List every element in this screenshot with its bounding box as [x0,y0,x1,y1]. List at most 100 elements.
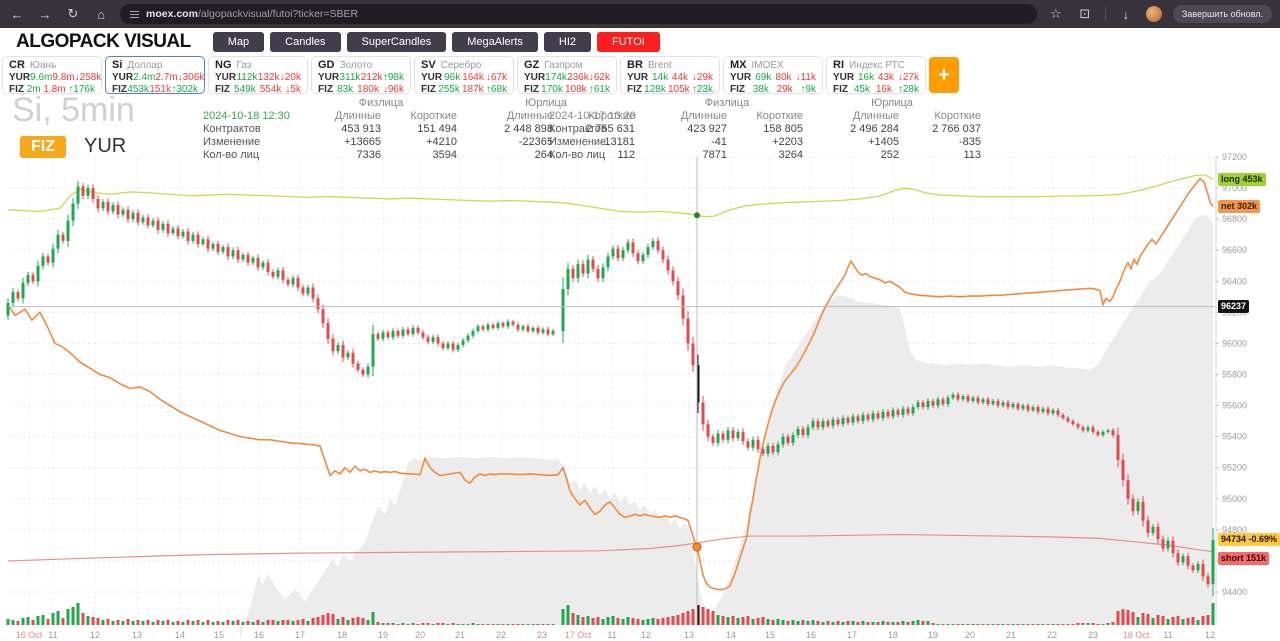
bookmark-star-icon[interactable]: ☆ [1050,6,1062,21]
back-icon[interactable]: ← [10,6,24,22]
svg-text:97000: 97000 [1222,183,1247,193]
ticker-code: BR [627,59,643,71]
ticker-code: SV [421,59,436,71]
nav-button-futoi[interactable]: FUTOI [597,31,660,52]
svg-text:11: 11 [1163,630,1172,640]
ticker-name: Юань [29,60,57,71]
ticker-card-mx[interactable]: MX IMOEX YUR 69k 80k ↓11k FIZ 38k 29k ↑9k [723,56,823,95]
chart-title: Si, 5min [12,91,135,129]
svg-text:12: 12 [1205,630,1215,640]
nav-button-hi2[interactable]: HI2 [543,31,592,52]
svg-text:14: 14 [726,630,736,640]
browser-toolbar: ← → ↻ ⌂ moex.com/algopackvisual/futoi?ti… [0,0,1280,28]
svg-text:22: 22 [496,630,506,640]
ticker-card-sv[interactable]: SV Серебро YUR 96k 164k ↓67k FIZ 255k 187k ↑68k [414,56,514,95]
positions-table-crosshair: Физлица Юрлица 2024-10-17 13:20 Длинные Коро… [549,97,981,161]
ticker-code: Si [112,59,123,71]
ticker-card-ri[interactable]: RI Индекс РТС YUR 16k 43k ↓27k FIZ 45k 16k ↑28k [826,56,926,95]
svg-text:18: 18 [337,630,347,640]
svg-text:95400: 95400 [1222,432,1247,442]
svg-text:22: 22 [1047,630,1057,640]
svg-text:20: 20 [415,630,425,640]
ticker-card-gz[interactable]: GZ Газпром YUR 174k 236k ↓62k FIZ 170k 108k ↑61k [517,56,617,95]
ticker-name: Brent [647,60,672,71]
site-info-icon[interactable] [130,10,139,18]
svg-text:17 Oct: 17 Oct [565,630,592,640]
chart-panel: 9440094600948009500095200954009560095800… [0,91,1280,641]
ticker-code: NG [215,59,232,71]
svg-text:96400: 96400 [1222,276,1247,286]
svg-text:15: 15 [214,630,224,640]
svg-text:96600: 96600 [1222,245,1247,255]
download-icon[interactable]: ↓ [1122,6,1130,22]
ticker-card-ng[interactable]: NG Газ YUR 112k 132k ↓20k FIZ 549k 554k ↓5k [208,56,308,95]
finish-update-button[interactable]: Завершить обновл. [1172,5,1272,23]
add-ticker-button[interactable]: + [929,57,959,93]
svg-text:96000: 96000 [1222,338,1247,348]
futoi-chart-canvas[interactable]: 9440094600948009500095200954009560095800… [0,95,1280,641]
ticker-card-si[interactable]: Si Доллар YUR 2.4m 2.7m ↓306k FIZ 453k 151k ↑302k [105,56,205,95]
svg-text:20: 20 [965,630,975,640]
svg-text:11: 11 [48,630,57,640]
nav-buttons: Map Candles SuperCandles MegaAlerts HI2 FUTOI [212,31,660,52]
toolbar-divider [1104,7,1106,21]
extensions-icon[interactable]: ⊡ [1079,6,1091,21]
nav-button-map[interactable]: Map [212,31,265,52]
long-tag: long 453k [1218,172,1266,186]
app-header: ALGOPACK VISUAL Map Candles SuperCandles Me… [0,28,1280,55]
svg-text:97200: 97200 [1222,152,1247,162]
svg-text:16 Oct: 16 Oct [16,630,43,640]
svg-text:95200: 95200 [1222,463,1247,473]
ticker-name: Золото [339,60,373,71]
ticker-card-gd[interactable]: GD Золото YUR 311k 212k ↑98k FIZ 83k 180k ↓96k [311,56,411,95]
ticker-card-br[interactable]: BR Brent YUR 14k 44k ↓29k FIZ 128k 105k ↑23k [620,56,720,95]
ticker-code: RI [833,59,844,71]
svg-text:12: 12 [641,630,651,640]
ticker-name: IMOEX [751,60,784,71]
address-bar[interactable]: moex.com/algopackvisual/futoi?ticker=SBE… [120,4,1037,24]
svg-text:17: 17 [847,630,857,640]
toggle-fiz[interactable]: FIZ [20,135,66,158]
ticker-code: MX [730,59,747,71]
ticker-name: Серебро [440,60,482,71]
svg-text:18: 18 [888,630,898,640]
app-logo: ALGOPACK VISUAL [16,30,191,52]
svg-text:23: 23 [1088,630,1098,640]
svg-text:16: 16 [254,630,264,640]
ticker-code: GD [318,59,335,71]
nav-button-megaalerts[interactable]: MegaAlerts [452,31,538,52]
svg-text:94800: 94800 [1222,525,1247,535]
reload-icon[interactable]: ↻ [67,6,79,21]
svg-text:18 Oct: 18 Oct [1123,630,1150,640]
profile-avatar[interactable] [1145,6,1162,22]
entity-toggles: FIZ YUR [20,135,126,158]
svg-text:95000: 95000 [1222,494,1247,504]
positions-table-current: Физлица Юрлица 2024-10-18 12:30 Длинные Коро… [203,97,635,161]
ticker-card-cr[interactable]: CR Юань YUR 9.6m 9.8m ↓258k FIZ 2m 1.8m ↑176k [2,56,102,95]
svg-text:21: 21 [1006,630,1016,640]
ticker-code: GZ [524,59,540,71]
svg-text:19: 19 [378,630,388,640]
svg-text:15: 15 [765,630,775,640]
nav-button-candles[interactable]: Candles [270,31,341,52]
table-date: 2024-10-17 13:20 [549,110,636,122]
nav-button-supercandles[interactable]: SuperCandles [346,31,447,52]
ticker-code: CR [9,59,25,71]
svg-text:13: 13 [132,630,142,640]
svg-text:11: 11 [607,630,616,640]
table-date: 2024-10-18 12:30 [203,110,290,122]
svg-text:19: 19 [928,630,938,640]
toggle-yur[interactable]: YUR [84,135,127,157]
svg-text:23: 23 [537,630,547,640]
url-text: moex.com/algopackvisual/futoi?ticker=SBE… [146,8,359,20]
svg-text:17: 17 [295,630,305,640]
svg-text:95600: 95600 [1222,401,1247,411]
last-price-tag: 94734 -0.69% [1218,533,1280,547]
crosshair-price-tag: 96237 [1218,299,1250,313]
home-icon[interactable]: ⌂ [97,6,105,22]
ticker-strip: CR Юань YUR 9.6m 9.8m ↓258k FIZ 2m 1.8m ↑176k Si До… [0,55,1280,95]
short-tag: short 151k [1218,551,1270,565]
forward-icon[interactable]: → [38,6,52,22]
svg-text:21: 21 [455,630,465,640]
ticker-name: Доллар [127,60,163,71]
